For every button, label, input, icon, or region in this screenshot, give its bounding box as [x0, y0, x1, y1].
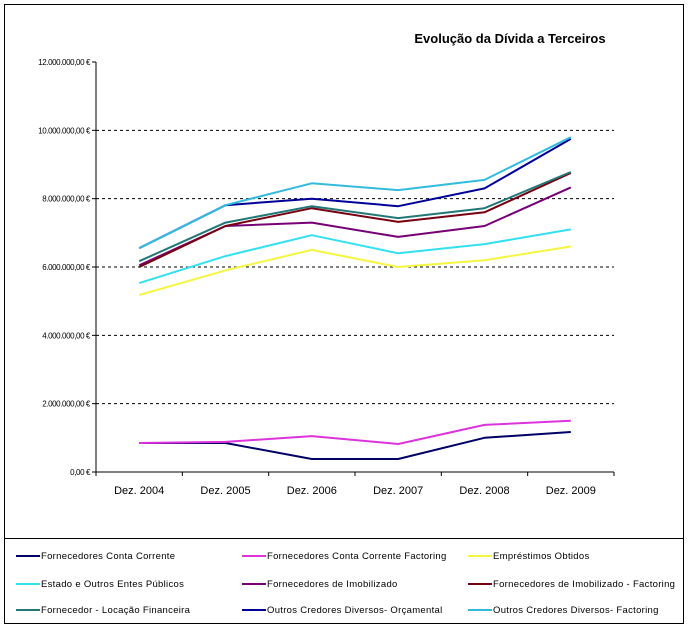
legend-label: Fornecedor - Locação Financeira [41, 604, 191, 616]
x-tick-label: Dez. 2008 [459, 485, 509, 497]
series-line-5 [138, 172, 572, 268]
legend-swatch [16, 555, 40, 557]
legend-swatch [242, 583, 266, 585]
x-tick-label: Dez. 2005 [200, 485, 250, 497]
legend-label: Fornecedores Conta Corrente [41, 550, 176, 562]
y-tick-label: 12.000.000,00 € [38, 58, 91, 67]
gridlines [96, 129, 614, 405]
legend-label: Fornecedores Conta Corrente Factoring [267, 550, 447, 562]
legend-item: Fornecedores Conta Corrente [16, 549, 175, 563]
legend-label: Empréstimos Obtidos [493, 550, 590, 562]
x-tick-label: Dez. 2004 [114, 485, 164, 497]
legend-label: Fornecedores de Imobilizado [267, 578, 398, 590]
legend-item: Fornecedores de Imobilizado - Factoring [468, 577, 675, 591]
series-line-2 [138, 245, 571, 296]
y-tick-label: 2.000.000,00 € [42, 400, 91, 409]
legend-item: Fornecedor - Locação Financeira [16, 603, 190, 617]
legend-swatch [242, 555, 266, 557]
x-tick-label: Dez. 2006 [287, 485, 337, 497]
y-tick-label: 6.000.000,00 € [42, 263, 91, 272]
chart-title: Evolução da Dívida a Terceiros [414, 31, 605, 46]
legend-label: Outros Credores Diversos- Orçamental [267, 604, 443, 616]
series-line-6 [138, 171, 572, 263]
series-lines [138, 136, 572, 460]
legend-swatch [16, 609, 40, 611]
y-tick-label: 0,00 € [70, 468, 91, 477]
x-tick-label: Dez. 2007 [373, 485, 423, 497]
legend-swatch [468, 609, 492, 611]
series-line-1 [139, 419, 571, 445]
y-tick-label: 8.000.000,00 € [42, 195, 91, 204]
x-axis: Dez. 2004 Dez. 2005 Dez. 2006 Dez. 2007 Dez.… [95, 471, 615, 497]
legend-label: Estado e Outros Entes Públicos [41, 578, 185, 590]
chart-frame [4, 4, 684, 624]
legend-swatch [242, 609, 266, 611]
legend-item: Fornecedores Conta Corrente Factoring [242, 549, 447, 563]
legend-item: Fornecedores de Imobilizado [242, 577, 398, 591]
legend-swatch [468, 583, 492, 585]
legend-label: Fornecedores de Imobilizado - Factoring [493, 578, 676, 590]
legend-label: Outros Credores Diversos- Factoring [493, 604, 659, 616]
y-axis: 0,00 € 2.000.000,00 € 4.000.000,00 € 6.000.… [38, 58, 97, 477]
legend-item: Empréstimos Obtidos [468, 549, 590, 563]
legend-swatch [16, 583, 40, 585]
legend-item: Outros Credores Diversos- Factoring [468, 603, 659, 617]
series-line-3 [138, 228, 571, 285]
x-tick-label: Dez. 2009 [546, 485, 596, 497]
legend: Fornecedores Conta Corrente Fornecedores … [4, 538, 684, 624]
legend-item: Estado e Outros Entes Públicos [16, 577, 184, 591]
series-line-0 [139, 431, 571, 460]
series-line-8 [138, 136, 572, 250]
y-tick-label: 10.000.000,00 € [38, 126, 91, 135]
legend-swatch [468, 555, 492, 557]
legend-item: Outros Credores Diversos- Orçamental [242, 603, 443, 617]
y-tick-label: 4.000.000,00 € [42, 331, 91, 340]
